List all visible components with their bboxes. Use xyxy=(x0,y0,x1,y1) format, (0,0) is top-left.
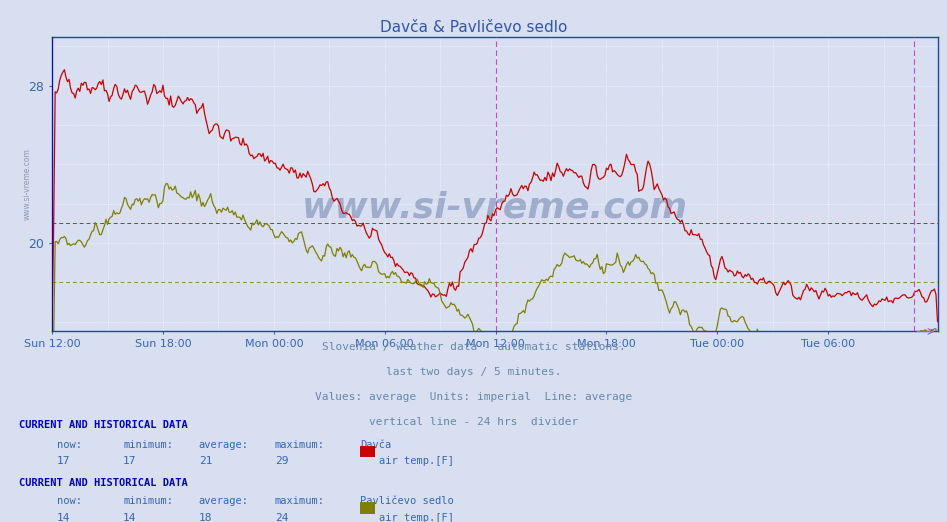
Text: air temp.[F]: air temp.[F] xyxy=(379,513,454,522)
Text: 24: 24 xyxy=(275,513,288,522)
Text: Values: average  Units: imperial  Line: average: Values: average Units: imperial Line: av… xyxy=(314,392,633,402)
Text: now:: now: xyxy=(57,440,81,449)
Text: CURRENT AND HISTORICAL DATA: CURRENT AND HISTORICAL DATA xyxy=(19,420,188,430)
Text: 21: 21 xyxy=(199,456,212,466)
Text: average:: average: xyxy=(199,440,249,449)
Text: now:: now: xyxy=(57,496,81,506)
Text: 29: 29 xyxy=(275,456,288,466)
Text: minimum:: minimum: xyxy=(123,496,173,506)
Text: Davča: Davča xyxy=(360,440,391,449)
Text: last two days / 5 minutes.: last two days / 5 minutes. xyxy=(385,367,562,377)
Text: average:: average: xyxy=(199,496,249,506)
Text: Pavličevo sedlo: Pavličevo sedlo xyxy=(360,496,454,506)
Text: vertical line - 24 hrs  divider: vertical line - 24 hrs divider xyxy=(369,417,578,427)
Text: 17: 17 xyxy=(57,456,70,466)
Text: air temp.[F]: air temp.[F] xyxy=(379,456,454,466)
Text: minimum:: minimum: xyxy=(123,440,173,449)
Text: CURRENT AND HISTORICAL DATA: CURRENT AND HISTORICAL DATA xyxy=(19,478,188,488)
Text: 18: 18 xyxy=(199,513,212,522)
Text: maximum:: maximum: xyxy=(275,496,325,506)
Text: 17: 17 xyxy=(123,456,136,466)
Text: www.si-vreme.com: www.si-vreme.com xyxy=(23,148,32,220)
Text: Slovenia / weather data - automatic stations.: Slovenia / weather data - automatic stat… xyxy=(322,342,625,352)
Text: 14: 14 xyxy=(123,513,136,522)
Text: maximum:: maximum: xyxy=(275,440,325,449)
Text: 14: 14 xyxy=(57,513,70,522)
Text: www.si-vreme.com: www.si-vreme.com xyxy=(302,191,688,224)
Text: Davča & Pavličevo sedlo: Davča & Pavličevo sedlo xyxy=(380,20,567,35)
